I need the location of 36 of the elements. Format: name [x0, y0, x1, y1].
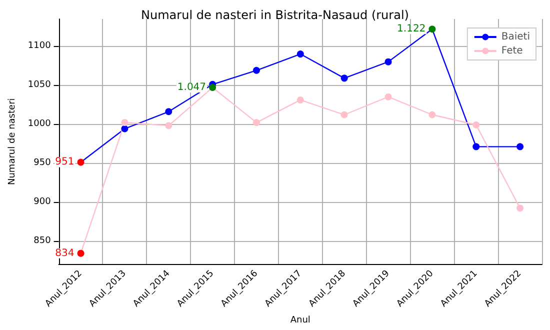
point [516, 204, 524, 212]
point [252, 66, 260, 74]
point [428, 111, 436, 118]
point [340, 74, 348, 82]
y-tick-label: 1000 [28, 119, 52, 130]
point [472, 143, 480, 150]
data-label: 951 [55, 156, 74, 168]
x-axis-title: Anul [290, 316, 310, 326]
data-label: 1.047 [177, 82, 206, 94]
point [77, 158, 84, 166]
point [340, 111, 348, 118]
chart-title: Numarul de nasteri in Bistrita-Nasaud (rural) [141, 8, 409, 22]
point [472, 121, 480, 128]
y-tick-label: 950 [34, 158, 52, 168]
y-tick-label: 1050 [28, 80, 52, 90]
point [121, 125, 128, 132]
point [384, 58, 392, 66]
point [296, 96, 304, 104]
point [296, 50, 304, 58]
point [121, 119, 128, 126]
y-tick-label: 1100 [28, 41, 52, 52]
y-axis-title: Numarul de nasteri [8, 98, 18, 186]
point [428, 26, 436, 33]
data-label: 834 [55, 248, 74, 259]
point [165, 108, 172, 116]
point [252, 119, 260, 126]
y-tick-label: 900 [34, 196, 52, 207]
legend-label: Baieti [501, 32, 530, 42]
y-tick-label: 850 [34, 236, 52, 246]
legend-label: Fete [501, 46, 523, 56]
point [77, 250, 84, 257]
point [165, 122, 172, 130]
point [209, 84, 216, 92]
data-label: 1.122 [397, 24, 426, 35]
point [384, 93, 392, 100]
point [516, 143, 524, 150]
